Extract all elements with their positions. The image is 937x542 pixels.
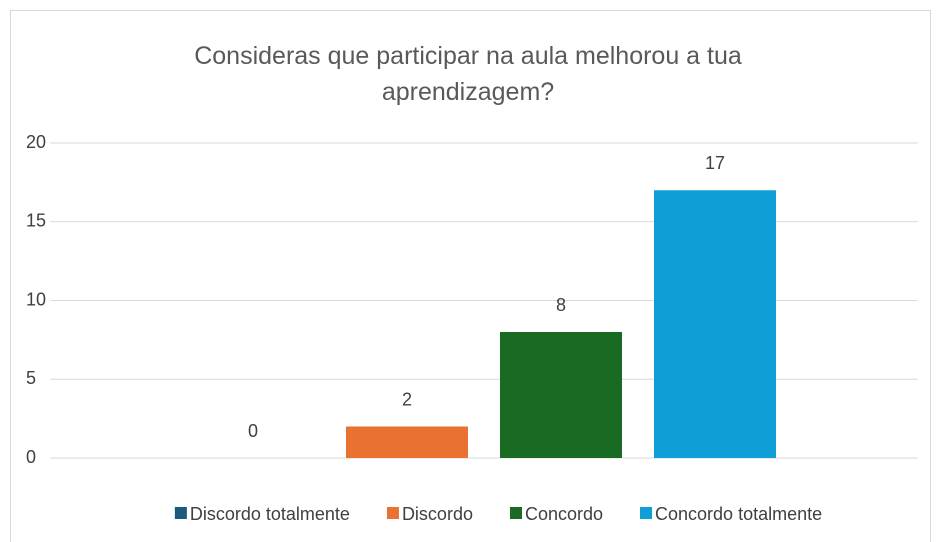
legend-swatch xyxy=(509,507,522,519)
chart-title: Consideras que participar na aula melhor… xyxy=(194,42,742,106)
data-label: 17 xyxy=(705,153,725,173)
legend-swatch xyxy=(640,507,653,519)
legend-label: Concordo xyxy=(525,504,603,524)
data-label: 0 xyxy=(248,421,258,441)
bar xyxy=(346,426,468,458)
y-tick-label: 15 xyxy=(26,211,46,231)
legend-label: Discordo xyxy=(402,504,473,524)
y-tick-label: 10 xyxy=(26,289,46,309)
y-tick-label: 20 xyxy=(26,132,46,152)
legend-label: Discordo totalmente xyxy=(190,504,350,524)
y-tick-label: 0 xyxy=(26,447,36,467)
y-tick-label: 5 xyxy=(26,368,36,388)
bar xyxy=(500,332,622,458)
legend-swatch xyxy=(386,507,399,519)
legend-swatch xyxy=(174,507,187,519)
chart-border xyxy=(10,10,931,542)
data-label: 2 xyxy=(402,389,412,409)
legend-label: Concordo totalmente xyxy=(655,504,822,524)
bar xyxy=(654,190,776,458)
data-label: 8 xyxy=(556,295,566,315)
